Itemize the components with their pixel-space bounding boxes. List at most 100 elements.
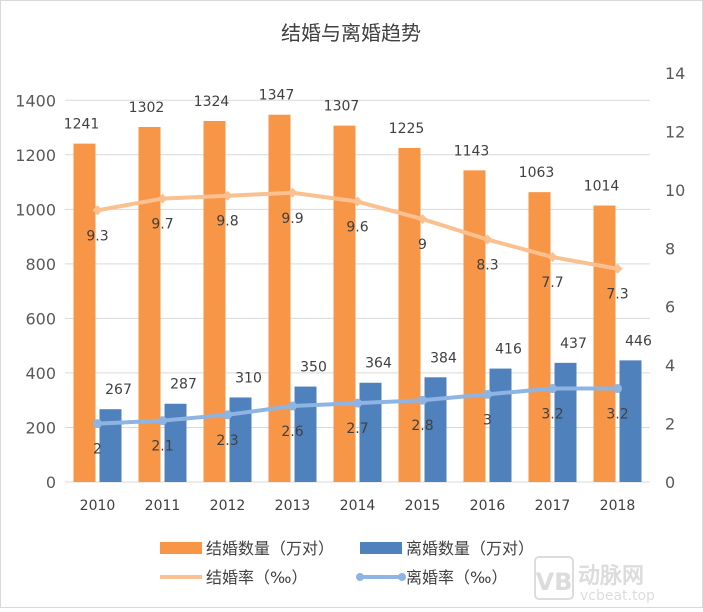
marriage-rate-point [352,196,363,207]
bar-divorce [294,386,317,482]
divorce-rate-data-label: 2.8 [411,418,433,434]
marriage-rate-point [92,205,103,216]
x-tick-label: 2014 [340,498,376,514]
watermark: VB 动脉网 vcbeat.top [534,556,655,604]
legend: 结婚数量（万对） 离婚数量（万对） 结婚率（‰） 离婚率（‰） [160,539,534,587]
divorce-rate-point [548,384,557,394]
data-label-divorce: 287 [170,377,197,393]
divorce-rate-point [223,410,232,420]
legend-label: 离婚数量（万对） [406,539,534,558]
x-tick-label: 2011 [145,498,181,514]
divorce-rate-point [418,395,427,405]
divorce-rate-point [613,384,622,394]
y-right-tick-label: 14 [665,64,685,83]
divorce-rate-data-label: 2 [93,442,102,458]
marriage-rate-data-label: 7.7 [541,275,563,291]
data-label-divorce: 446 [625,333,652,349]
data-label-marriage: 1347 [259,88,295,104]
bar-marriage [528,192,551,482]
legend-marker [398,573,406,581]
data-label-divorce: 437 [560,336,587,352]
bar-divorce [424,377,447,482]
marriage-rate-data-label: 7.3 [606,287,628,303]
marriage-rate-data-label: 8.3 [476,258,498,274]
divorce-rate-point [158,416,167,426]
x-tick-label: 2012 [210,498,246,514]
marriage-rate-point [612,263,623,274]
y-left-tick-label: 800 [25,255,56,274]
bar-marriage [463,170,486,483]
data-label-divorce: 364 [365,356,392,372]
divorce-rate-data-label: 2.7 [346,421,368,437]
watermark-logo-text: 动脉网 [578,564,644,589]
marriage-rate-data-label: 9.6 [346,220,368,236]
y-right-tick-label: 12 [665,122,685,141]
divorce-rate-data-label: 2.6 [281,424,303,440]
legend-swatch [160,542,202,554]
data-label-divorce: 267 [105,382,132,398]
marriage-rate-data-label: 9 [418,237,427,253]
bar-divorce [229,397,252,482]
bar-divorce [619,360,642,482]
divorce-rate-point [353,398,362,408]
data-label-marriage: 1143 [454,143,490,159]
chart-title: 结婚与离婚趋势 [281,21,421,45]
marriage-rate-point [482,234,493,245]
marriage-rate-data-label: 9.8 [216,214,238,230]
bar-marriage [333,125,356,482]
watermark-logo-mark: VB [536,568,573,596]
data-label-marriage: 1241 [64,117,100,133]
marriage-rate-data-label: 9.7 [151,217,173,233]
data-label-marriage: 1063 [519,165,555,181]
x-tick-label: 2017 [535,498,571,514]
y-right-tick-label: 2 [665,415,675,434]
y-left-tick-label: 200 [25,418,56,437]
y-right-tick-label: 8 [665,239,675,258]
bar-divorce [99,409,122,482]
x-tick-label: 2018 [600,498,636,514]
y-right-tick-label: 6 [665,298,675,317]
legend-label: 结婚数量（万对） [206,539,334,558]
divorce-rate-data-label: 3.2 [541,407,563,423]
legend-label: 离婚率（‰） [406,568,507,587]
marriage-rate-point [222,190,233,201]
marriage-rate-data-label: 9.9 [281,211,303,227]
data-label-marriage: 1014 [584,179,620,195]
data-label-divorce: 416 [495,342,522,358]
legend-marker [356,573,364,581]
x-tick-label: 2015 [405,498,441,514]
y-left-tick-label: 0 [46,473,56,492]
divorce-rate-data-label: 2.3 [216,433,238,449]
x-tick-label: 2016 [470,498,506,514]
data-label-divorce: 384 [430,350,457,366]
divorce-rate-point [93,419,102,429]
divorce-rate-data-label: 3 [483,412,492,428]
legend-label: 结婚率（‰） [206,568,307,587]
divorce-rate-data-label: 2.1 [151,439,173,455]
x-tick-label: 2013 [275,498,311,514]
divorce-rate-point [288,401,297,411]
y-left-tick-label: 1200 [15,146,56,165]
x-tick-label: 2010 [80,498,116,514]
bar-marriage [593,205,616,483]
y-right-tick-label: 10 [665,181,685,200]
bar-divorce [554,362,577,482]
bar-divorce [489,368,512,482]
data-label-marriage: 1324 [194,94,230,110]
bar-marriage [203,120,226,483]
bar-marriage [398,147,421,482]
bar-divorce [164,403,187,482]
bar-marriage [73,143,96,482]
data-label-marriage: 1307 [324,99,360,115]
marriage-rate-point [157,193,168,204]
data-label-marriage: 1302 [129,100,165,116]
y-left-tick-label: 1400 [15,91,56,110]
data-label-divorce: 310 [235,370,262,386]
watermark-url: vcbeat.top [580,588,655,604]
marriage-rate-point [547,252,558,263]
marriage-rate-point [417,214,428,225]
bar-marriage [268,114,291,482]
y-right-tick-label: 0 [665,473,675,492]
